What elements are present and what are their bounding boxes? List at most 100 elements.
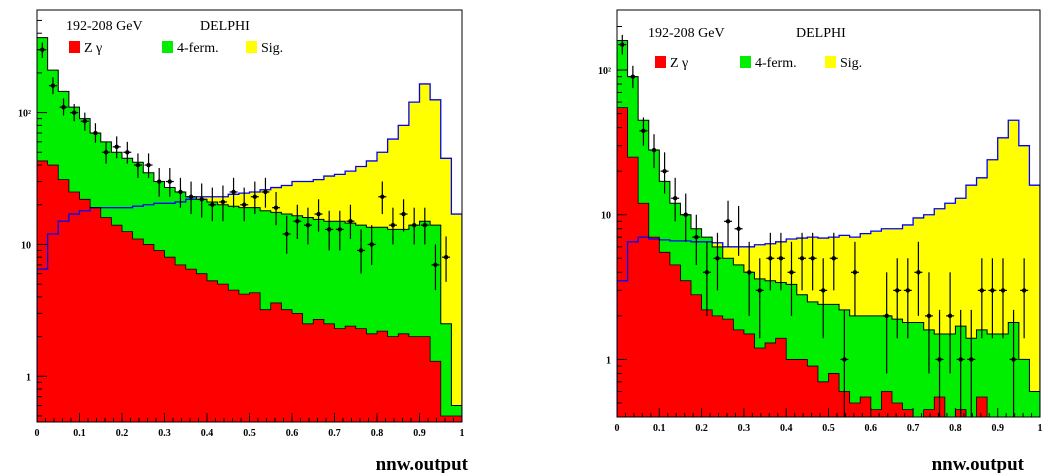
data-points-layer <box>618 34 1029 417</box>
z-gamma-bar <box>775 338 787 417</box>
signal-bar <box>1029 185 1040 417</box>
four-fermion-bar <box>796 294 808 417</box>
x-tick-label: 0.1 <box>653 423 666 434</box>
legend-label: Sig. <box>261 41 283 56</box>
z-gamma-bar <box>238 294 250 422</box>
signal-outline <box>617 119 1040 417</box>
data-point <box>734 205 743 256</box>
data-point <box>1009 309 1018 417</box>
four-fermion-outline <box>37 37 462 422</box>
data-point <box>998 258 1007 339</box>
data-point <box>123 141 132 164</box>
z-gamma-bar <box>430 361 442 422</box>
legend-swatch <box>825 56 836 68</box>
z-gamma-bar <box>100 217 112 422</box>
four-fermion-bar <box>366 227 378 422</box>
legend-item-zgamma: Z γ <box>69 41 102 56</box>
four-fermion-bar <box>902 322 914 417</box>
x-axis-label: nnw.output <box>376 454 469 473</box>
z-gamma-bar <box>786 359 798 417</box>
legend-label: 4-ferm. <box>755 56 797 71</box>
z-gamma-bar <box>743 333 755 417</box>
data-point <box>829 232 838 291</box>
x-tick-label: 0.9 <box>413 428 426 439</box>
z-gamma-bar <box>345 326 357 422</box>
z-gamma-bar <box>90 207 102 422</box>
data-point <box>893 258 902 339</box>
z-gamma-bar <box>712 315 724 417</box>
data-point <box>399 199 408 232</box>
data-point <box>410 207 419 245</box>
z-gamma-bar <box>302 323 314 422</box>
z-gamma-bar <box>701 309 713 417</box>
legend-label: 4-ferm. <box>177 41 219 56</box>
z-gamma-bar <box>334 328 346 422</box>
four-fermion-bar <box>1029 391 1040 417</box>
x-tick-label: 0.3 <box>738 423 751 434</box>
z-gamma-bar <box>440 415 452 422</box>
z-gamma-bar <box>807 366 819 417</box>
experiment-label: DELPHI <box>796 26 846 41</box>
energy-label: 192-208 GeV <box>66 19 143 34</box>
data-point <box>303 207 312 245</box>
y-tick-label: 1 <box>26 372 31 383</box>
x-tick-label: 0.7 <box>328 428 341 439</box>
data-point <box>314 199 323 232</box>
legend-swatch <box>246 41 257 53</box>
z-gamma-bar <box>669 264 681 417</box>
z-gamma-bar <box>270 302 282 422</box>
left-histogram-panel: 0 0.1 0.2 0.3 0.4 0.5 0.6 0.7 0.8 0.9 1 1 10 10² 192-… <box>18 9 469 473</box>
z-gamma-bar <box>196 273 208 422</box>
four-fermion-bar <box>408 225 420 422</box>
data-point <box>787 241 796 316</box>
four-fermion-bar <box>828 304 840 417</box>
z-gamma-bar <box>408 336 420 422</box>
y-tick-label: 1 <box>606 355 611 366</box>
data-point <box>745 241 754 316</box>
x-tick-label: 0.7 <box>907 423 920 434</box>
z-gamma-bar <box>323 323 335 422</box>
y-tick-label: 10² <box>18 109 31 120</box>
legend-label: Z γ <box>670 56 688 71</box>
data-point <box>59 98 68 116</box>
data-point <box>335 210 344 251</box>
four-fermion-bar <box>870 315 882 417</box>
four-fermion-bar <box>398 229 410 422</box>
data-point <box>956 309 965 417</box>
z-gamma-bar <box>638 203 650 417</box>
four-fermion-bar <box>377 227 388 422</box>
four-fermion-bar <box>849 315 861 417</box>
z-gamma-bar <box>355 328 367 422</box>
legend-label: Sig. <box>840 56 862 71</box>
four-fermion-bar <box>817 304 829 417</box>
z-gamma-bar <box>207 280 218 422</box>
four-fermion-outline <box>617 40 1040 417</box>
data-point <box>882 272 891 374</box>
data-point <box>112 136 121 159</box>
four-fermion-bar <box>913 322 925 417</box>
data-point <box>102 141 111 164</box>
z-gamma-bar <box>451 415 462 422</box>
z-gamma-bar <box>185 269 197 422</box>
data-point <box>346 204 355 239</box>
z-gamma-bar <box>143 244 155 422</box>
x-tick-label: 0.9 <box>991 423 1004 434</box>
z-gamma-outline <box>617 107 1040 417</box>
data-point <box>681 193 690 242</box>
data-point <box>176 177 185 208</box>
legend-swatch <box>740 56 751 68</box>
legend-swatch <box>162 41 173 53</box>
data-point <box>250 181 259 215</box>
signal-outline <box>37 83 462 422</box>
data-point <box>229 177 238 208</box>
data-point <box>628 65 637 89</box>
z-gamma-bar <box>765 342 776 417</box>
z-gamma-bar <box>976 396 988 417</box>
z-gamma-bar <box>617 107 628 417</box>
z-gamma-bar <box>849 402 861 417</box>
four-fermion-bar <box>944 333 956 417</box>
data-point <box>798 232 807 291</box>
signal-bar <box>965 185 977 417</box>
legend-item-signal: Sig. <box>246 41 283 56</box>
